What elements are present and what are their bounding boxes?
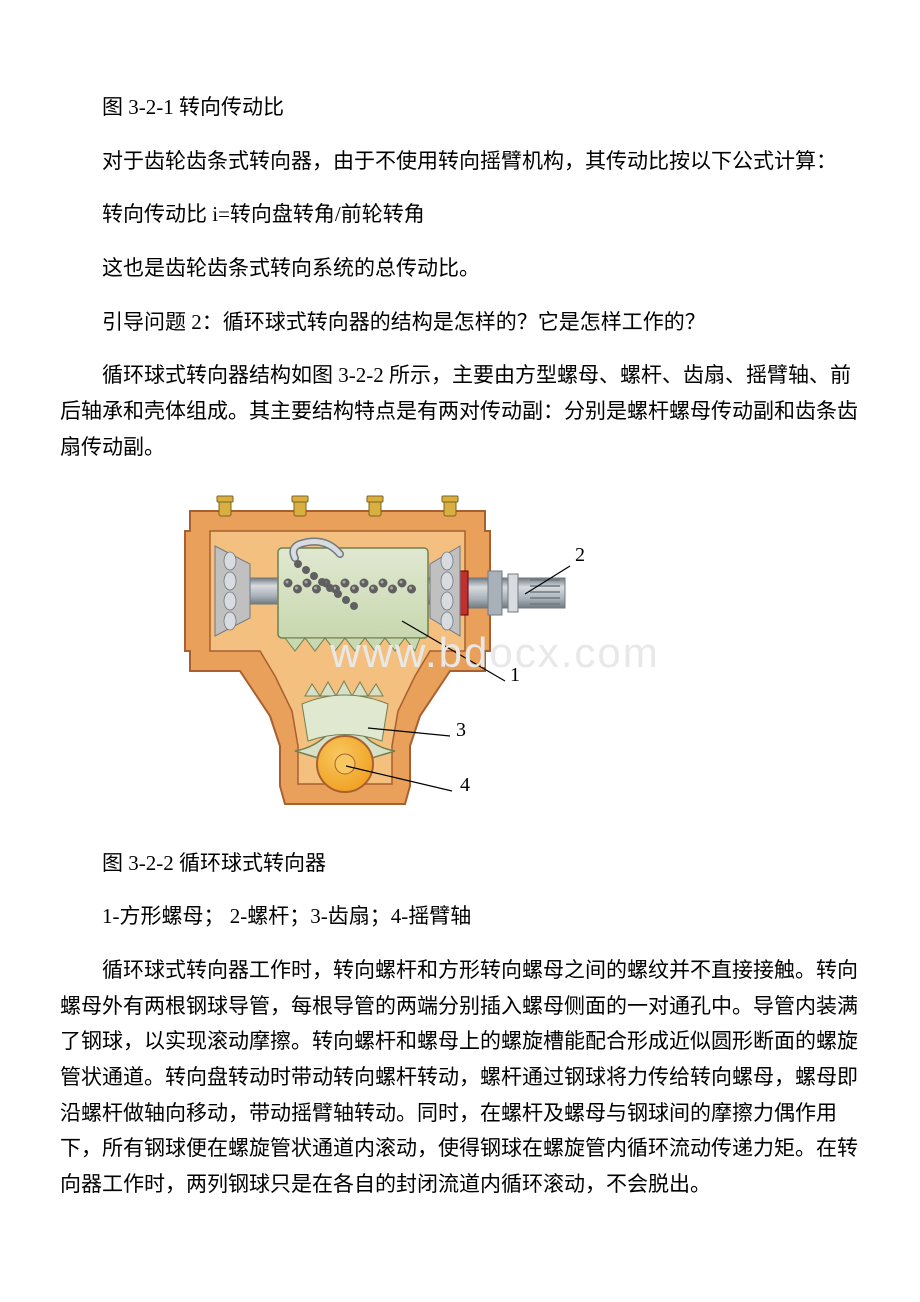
paragraph-question-2: 引导问题 2：循环球式转向器的结构是怎样的？它是怎样工作的？ xyxy=(60,305,860,341)
figure-3-2-2-container: www.bdocx.com 1234 xyxy=(130,486,860,821)
figure-caption-3-2-2: 图 3-2-2 循环球式转向器 xyxy=(60,846,860,882)
figure-legend-3-2-2: 1-方形螺母； 2-螺杆；3-齿扇；4-摇臂轴 xyxy=(60,899,860,935)
paragraph-structure-description: 循环球式转向器结构如图 3-2-2 所示，主要由方型螺母、螺杆、齿扇、摇臂轴、前… xyxy=(60,358,860,465)
paragraph-ratio-note: 这也是齿轮齿条式转向系统的总传动比。 xyxy=(60,251,860,287)
svg-text:2: 2 xyxy=(575,544,585,566)
svg-text:1: 1 xyxy=(510,664,520,686)
paragraph-working-principle: 循环球式转向器工作时，转向螺杆和方形转向螺母之间的螺纹并不直接接触。转向螺母外有… xyxy=(60,953,860,1203)
figure-caption-3-2-1: 图 3-2-1 转向传动比 xyxy=(60,90,860,126)
svg-text:3: 3 xyxy=(456,719,466,741)
paragraph-rack-pinion-intro: 对于齿轮齿条式转向器，由于不使用转向摇臂机构，其传动比按以下公式计算： xyxy=(60,144,860,180)
steering-gear-diagram: 1 2 3 4 xyxy=(130,486,600,816)
svg-text:4: 4 xyxy=(460,774,470,796)
paragraph-ratio-formula: 转向传动比 i=转向盘转角/前轮转角 xyxy=(60,197,860,233)
